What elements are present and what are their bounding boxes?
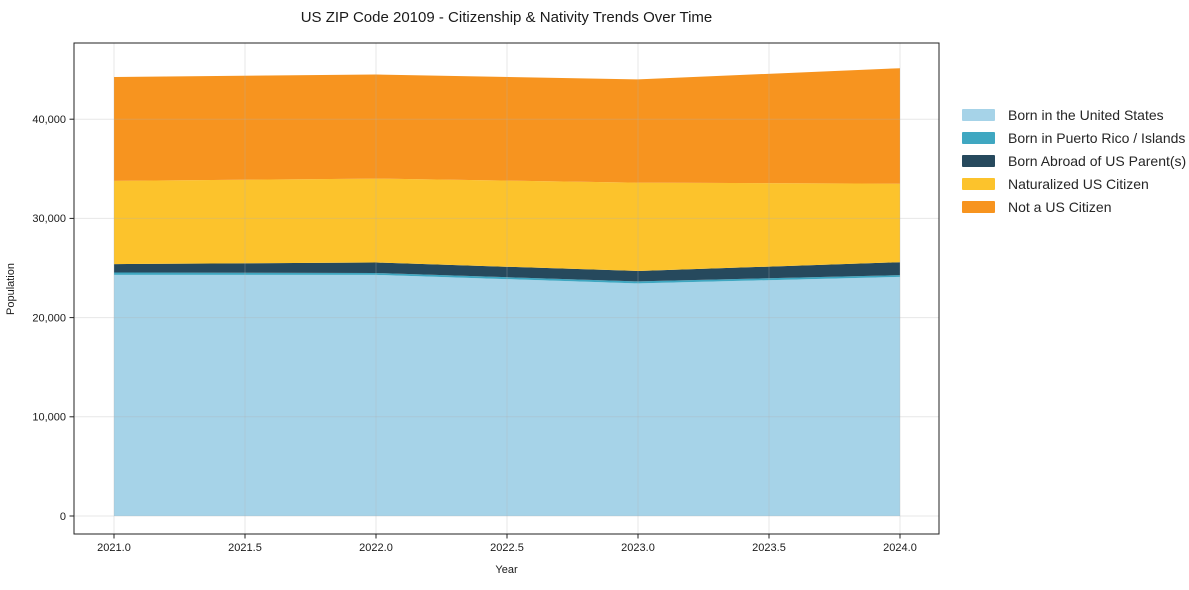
y-tick-label: 30,000 [32,213,66,225]
area-series-1 [114,272,900,284]
area-series-4 [114,68,900,184]
x-tick-label: 2023.5 [752,542,786,554]
x-tick-label: 2023.0 [621,542,655,554]
legend-swatch [962,154,995,167]
chart-title: US ZIP Code 20109 - Citizenship & Nativi… [300,9,713,26]
y-axis-label: Population [5,262,17,315]
legend-item: Born Abroad of US Parent(s) [962,152,1186,169]
y-tick-label: 40,000 [32,114,66,126]
legend-label: Born in the United States [1008,106,1164,123]
legend-label: Born in Puerto Rico / Islands [1008,129,1186,146]
x-tick-label: 2021.5 [228,542,262,554]
legend-label: Not a US Citizen [1008,198,1112,215]
legend-label: Born Abroad of US Parent(s) [1008,152,1187,169]
y-axis-label-wrap: Population [2,43,20,534]
legend-swatch [962,108,995,121]
x-tick-label: 2022.0 [359,542,393,554]
y-tick-label: 10,000 [32,412,66,424]
legend-swatch [962,177,995,190]
y-tick-label: 20,000 [32,312,66,324]
legend-item: Born in Puerto Rico / Islands [962,129,1186,146]
legend: Born in the United States Born in Puerto … [962,106,1186,215]
legend-item: Not a US Citizen [962,198,1186,215]
legend-item: Naturalized US Citizen [962,175,1186,192]
x-tick-label: 2021.0 [97,542,131,554]
legend-label: Naturalized US Citizen [1008,175,1149,192]
area-series-2 [114,262,900,282]
x-tick-label: 2024.0 [883,542,917,554]
legend-item: Born in the United States [962,106,1186,123]
x-axis-label: Year [495,564,518,576]
area-series-0 [114,274,900,516]
x-tick-label: 2022.5 [490,542,524,554]
y-tick-label: 0 [60,511,66,523]
legend-swatch [962,131,995,144]
area-series-3 [114,178,900,271]
legend-swatch [962,200,995,213]
